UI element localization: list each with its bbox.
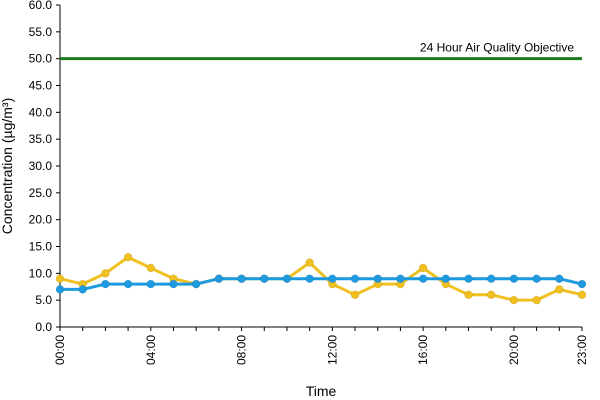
series-1-point [305, 258, 314, 267]
series-1-point [418, 263, 428, 273]
series-1-point [486, 290, 496, 300]
series-2-point [532, 274, 541, 283]
y-tick-label: 45.0 [29, 79, 53, 93]
series-2-point [464, 274, 473, 283]
series-1-point [123, 252, 133, 262]
x-tick-label: 23:00 [575, 335, 589, 365]
series-2-point [282, 274, 292, 283]
series-2-point [486, 274, 496, 283]
y-axis-ticks: 0.0 5.0 10.0 15.0 20.0 25.0 30.0 35.0 40.0 45.0 50… [29, 0, 60, 334]
series-2-point [509, 274, 519, 283]
series-2-point [577, 279, 587, 289]
series-1-point [146, 263, 156, 273]
series-2-point [328, 274, 337, 283]
series-1-point [350, 290, 360, 300]
x-axis-ticks: 00:00 04:00 08:00 12:00 16:00 20:00 23:00 [53, 327, 589, 365]
y-tick-label: 5.0 [35, 293, 52, 307]
y-tick-label: 35.0 [29, 132, 53, 146]
y-tick-label: 40.0 [29, 105, 53, 119]
x-axis-title: Time [306, 383, 337, 399]
series-2-point [123, 279, 133, 289]
y-tick-label: 30.0 [29, 159, 53, 173]
y-tick-label: 0.0 [35, 320, 52, 334]
series-2-point [350, 274, 360, 283]
series-2-point [78, 285, 87, 294]
series-1-point [55, 274, 65, 283]
x-tick-label: 12:00 [325, 335, 339, 365]
y-tick-label: 60.0 [29, 0, 53, 12]
series-1-point [577, 290, 587, 300]
series-2-point [555, 274, 564, 283]
series-2-point [373, 274, 382, 283]
series-1-point [101, 269, 110, 278]
series-2-point [237, 274, 246, 283]
series-2-point [418, 274, 428, 283]
series-1-point [555, 285, 564, 294]
series-1-point [464, 290, 473, 300]
series-1-point [532, 295, 541, 305]
x-tick-label: 16:00 [416, 335, 430, 365]
series-line-2 [60, 277, 583, 291]
series-2-point [169, 279, 178, 289]
air-quality-objective-label: 24 Hour Air Quality Objective [420, 41, 574, 55]
x-tick-label: 04:00 [144, 335, 158, 365]
series-2-point [260, 274, 269, 283]
x-tick-label: 08:00 [235, 335, 249, 365]
y-tick-label: 20.0 [29, 213, 53, 227]
series-2-point [396, 274, 405, 283]
y-tick-label: 15.0 [29, 240, 53, 254]
y-tick-label: 10.0 [29, 266, 53, 280]
x-tick-label: 00:00 [53, 335, 67, 365]
series-layer [55, 252, 587, 305]
series-2-point [55, 285, 65, 294]
series-2-point [441, 274, 451, 283]
y-tick-label: 50.0 [29, 52, 53, 66]
y-tick-label: 25.0 [29, 186, 53, 200]
y-tick-label: 55.0 [29, 25, 53, 39]
x-tick-label: 20:00 [507, 335, 521, 365]
series-2-point [101, 279, 110, 289]
series-2-point [146, 279, 156, 289]
series-2-point [191, 279, 201, 289]
y-axis-title: Concentration (µg/m³) [0, 98, 15, 234]
series-2-point [305, 274, 314, 283]
series-2-point [214, 274, 224, 283]
series-1-point [509, 295, 519, 305]
